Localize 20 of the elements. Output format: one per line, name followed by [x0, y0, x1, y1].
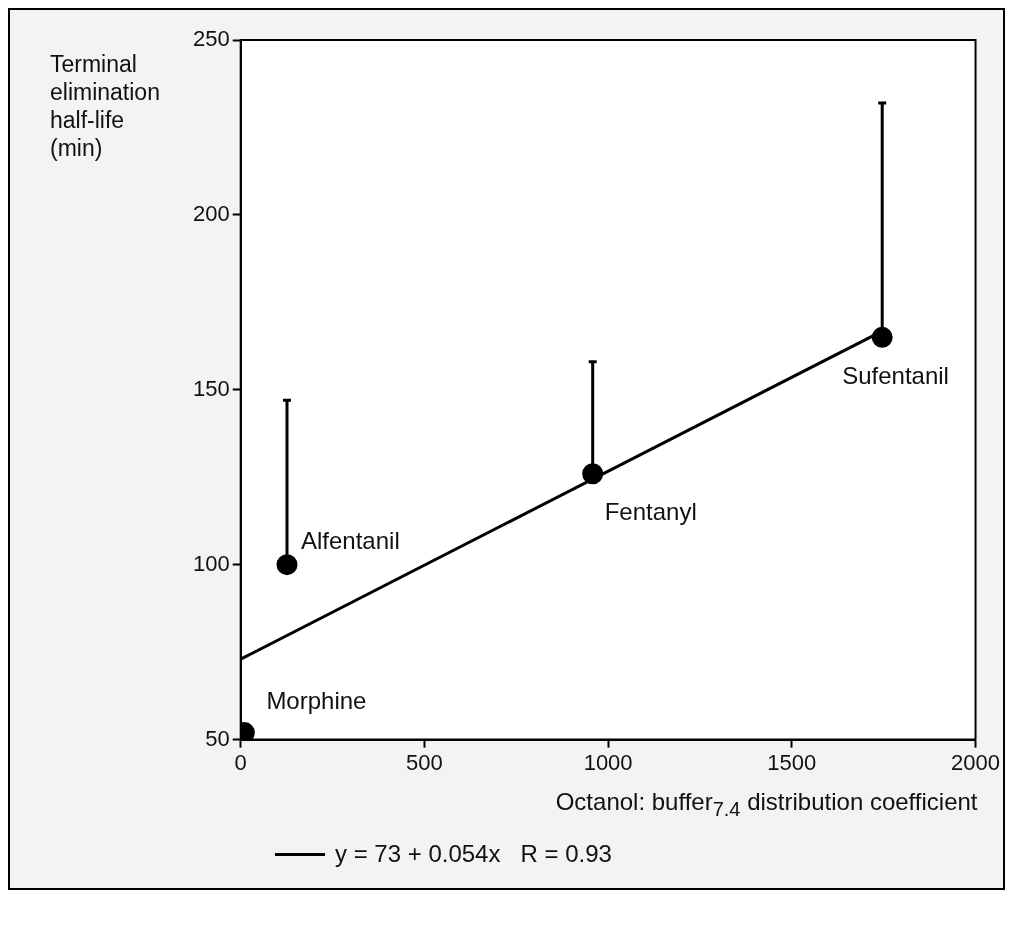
- x-tick-label: 1500: [767, 749, 817, 775]
- annotation: Sufentanil: [842, 361, 949, 389]
- point: [871, 326, 893, 348]
- annotation: Fentanyl: [604, 498, 697, 526]
- legend-label: y = 73 + 0.054x R = 0.93: [335, 840, 612, 868]
- x-tick-label: 1000: [583, 749, 633, 775]
- point: [276, 554, 298, 576]
- y-tick-label: 150: [192, 375, 230, 401]
- x-axis-title: Octanol: buffer$_{7.4}$ distribution coefficient: [555, 787, 978, 821]
- y-tick-label: 250: [192, 26, 230, 52]
- y-tick-label: 200: [192, 200, 230, 226]
- x-tick-label: 2000: [951, 749, 1001, 775]
- x-tick-label: 500: [406, 749, 443, 775]
- y-axis-title: Terminal elimination half-life (min): [50, 50, 161, 162]
- y-tick-label: 100: [192, 550, 230, 576]
- y-tick-label: 50: [205, 725, 230, 751]
- annotation: Morphine: [266, 687, 367, 715]
- point: [582, 463, 604, 485]
- annotation: Alfentanil: [301, 527, 400, 555]
- x-tick-label: 0: [234, 749, 247, 775]
